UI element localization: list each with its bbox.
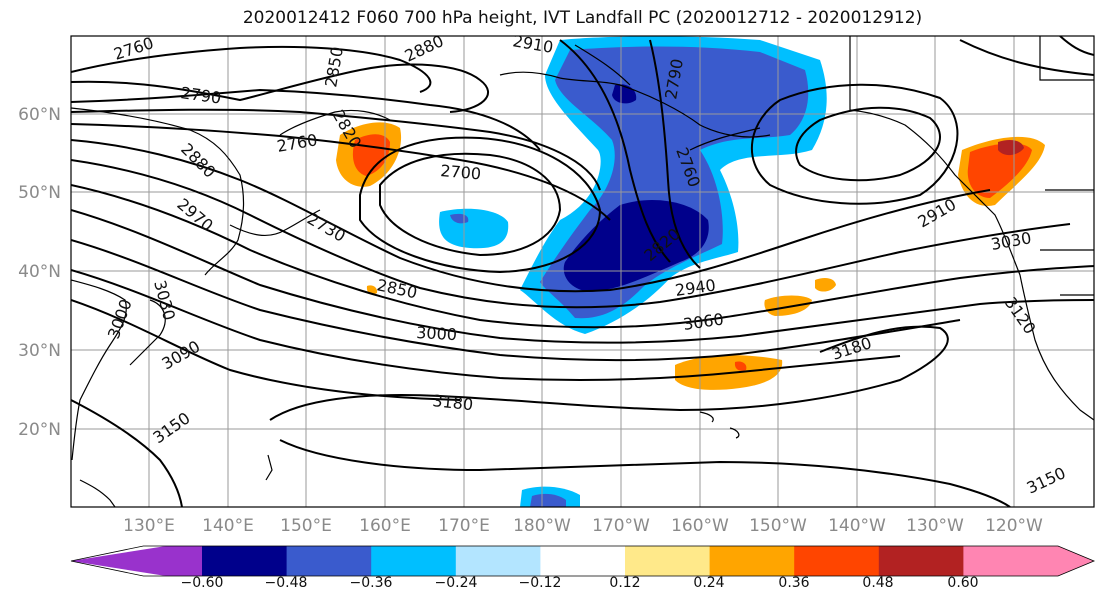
- colorbar-tick-label: 0.60: [947, 575, 978, 591]
- colorbar-segment: [455, 546, 541, 576]
- lon-label: 130°E: [123, 516, 175, 536]
- longitude-labels: 130°E 140°E 150°E 160°E 170°E 180°W 170°…: [123, 516, 1043, 536]
- colorbar-segment: [625, 546, 711, 576]
- colorbar-segment: [71, 546, 202, 576]
- lon-label: 170°E: [438, 516, 490, 536]
- colorbar-segment: [878, 546, 964, 576]
- colorbar-tick-label: 0.12: [609, 575, 640, 591]
- colorbar-segment: [709, 546, 795, 576]
- lat-label: 50°N: [18, 183, 61, 203]
- colorbar-tick-label: 0.24: [693, 575, 724, 591]
- height-contours: [71, 36, 1094, 507]
- lon-label: 180°W: [513, 516, 571, 536]
- contour-label: 3000: [416, 323, 458, 344]
- colorbar-segment: [202, 546, 288, 576]
- colorbar-segment: [286, 546, 372, 576]
- colorbar-tick-label: 0.48: [862, 575, 893, 591]
- colorbar-tick-label: −0.48: [265, 575, 308, 591]
- contour-label: 2910: [511, 31, 554, 57]
- lon-label: 120°W: [985, 516, 1043, 536]
- lon-label: 150°E: [280, 516, 332, 536]
- colorbar: [70, 545, 1096, 577]
- colorbar-tick-label: −0.60: [181, 575, 224, 591]
- colorbar-segment: [963, 546, 1094, 576]
- colorbar-segment: [794, 546, 880, 576]
- lat-label: 40°N: [18, 262, 61, 282]
- lon-label: 160°E: [359, 516, 411, 536]
- colorbar-tick-label: 0.36: [778, 575, 809, 591]
- map-title: 2020012412 F060 700 hPa height, IVT Land…: [242, 8, 923, 28]
- coastlines: [71, 36, 1094, 507]
- colorbar-tick-label: −0.24: [435, 575, 478, 591]
- lon-label: 150°W: [749, 516, 807, 536]
- lat-label: 20°N: [18, 420, 61, 440]
- colorbar-tick-label: −0.12: [519, 575, 562, 591]
- colorbar-segment: [371, 546, 457, 576]
- latitude-labels: 60°N 50°N 40°N 30°N 20°N: [18, 105, 61, 440]
- colorbar-tick-label: −0.36: [350, 575, 393, 591]
- lon-label: 140°E: [202, 516, 254, 536]
- map-frame: [70, 35, 1095, 508]
- contour-label: 2700: [440, 161, 482, 183]
- lon-label: 140°W: [828, 516, 886, 536]
- colorbar-segment: [540, 546, 626, 576]
- contour-label: 3180: [432, 391, 474, 414]
- lat-label: 60°N: [18, 105, 61, 125]
- lon-label: 170°W: [592, 516, 650, 536]
- lon-label: 160°W: [671, 516, 729, 536]
- colorbar-outline: [70, 545, 1096, 577]
- lon-label: 130°W: [906, 516, 964, 536]
- lat-label: 30°N: [18, 341, 61, 361]
- colorbar-ticks: −0.60 −0.48 −0.36 −0.24 −0.12 0.12 0.24 …: [181, 575, 979, 591]
